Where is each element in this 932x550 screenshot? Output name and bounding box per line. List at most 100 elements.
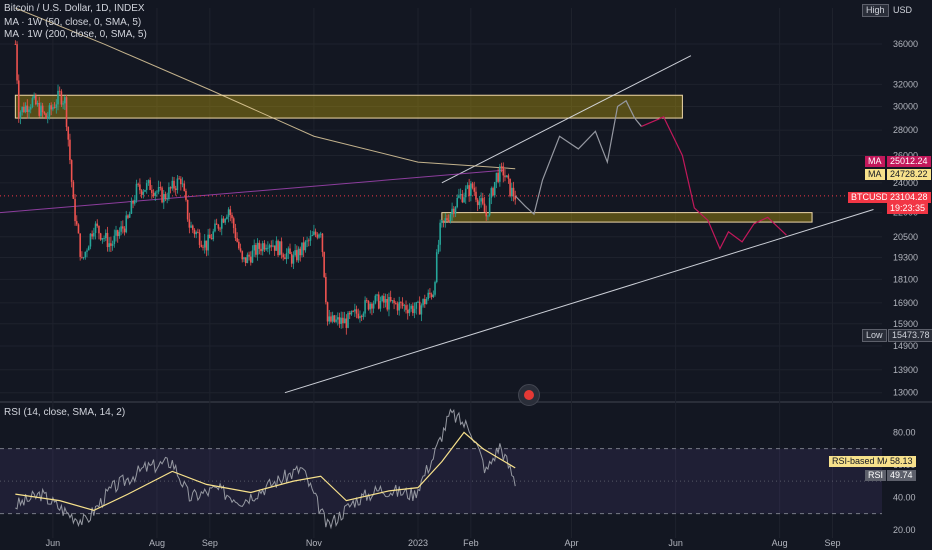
candle-body xyxy=(272,245,274,247)
candle-body xyxy=(289,248,291,255)
candle-body xyxy=(174,188,177,190)
candle-body xyxy=(415,302,418,309)
time-tick-label: Aug xyxy=(149,538,165,548)
candle-body xyxy=(267,247,269,249)
candle-body xyxy=(306,240,308,242)
candle-body xyxy=(135,183,138,201)
candle-body xyxy=(406,309,409,314)
candle-body xyxy=(449,214,452,222)
candle-body xyxy=(475,191,477,200)
candle-body xyxy=(145,183,148,190)
time-tick-label: Aug xyxy=(772,538,788,548)
btc-label-tag: BTCUSD xyxy=(848,192,892,203)
rsi-label-tag: RSI xyxy=(865,470,887,481)
price-tick-label: 13900 xyxy=(893,365,918,375)
candle-body xyxy=(231,214,233,219)
candle-body xyxy=(454,207,457,214)
candle-body xyxy=(106,232,109,248)
candle-body xyxy=(444,218,447,222)
candle-body xyxy=(422,298,424,306)
candle-body xyxy=(367,300,370,310)
candle-body xyxy=(162,193,165,203)
candle-body xyxy=(144,189,146,192)
candle-body xyxy=(217,224,220,229)
ma50-legend[interactable]: MA · 1W (50, close, 0, SMA, 5) xyxy=(4,17,142,28)
candle-body xyxy=(488,197,491,216)
high-tag: High xyxy=(862,4,889,17)
candle-body xyxy=(48,105,51,117)
candle-body xyxy=(418,301,421,315)
tradingview-logo-icon[interactable] xyxy=(518,384,540,406)
candle-body xyxy=(239,248,242,252)
candle-body xyxy=(466,185,469,189)
candle-body xyxy=(188,219,191,228)
candle-body xyxy=(108,243,110,248)
candle-body xyxy=(427,292,430,300)
candle-body xyxy=(215,223,218,225)
candle-body xyxy=(40,105,42,116)
candle-body xyxy=(43,112,46,114)
candle-body xyxy=(195,232,197,235)
btc-price-tag: 23104.28 xyxy=(887,192,931,203)
candle-body xyxy=(57,90,59,105)
candle-body xyxy=(127,215,129,218)
candle-body xyxy=(249,256,252,263)
price-tick-label: 16900 xyxy=(893,298,918,308)
candle-body xyxy=(103,238,105,239)
candle-body xyxy=(236,238,238,242)
candle-body xyxy=(28,109,30,113)
candle-body xyxy=(79,233,81,257)
candle-body xyxy=(429,292,431,295)
candle-body xyxy=(200,244,203,247)
candle-body xyxy=(507,175,510,179)
time-tick-label: 2023 xyxy=(408,538,428,548)
candle-body xyxy=(178,178,180,180)
candle-body xyxy=(403,305,406,307)
candle-body xyxy=(379,301,382,309)
ma200-line xyxy=(0,169,504,214)
candle-body xyxy=(417,301,419,303)
trend-lines xyxy=(0,55,882,394)
moving-average-lines xyxy=(15,7,516,170)
price-tick-label: 20500 xyxy=(893,232,918,242)
candle-body xyxy=(483,203,486,212)
rsi-legend[interactable]: RSI (14, close, SMA, 14, 2) xyxy=(4,407,126,418)
candle-body xyxy=(504,175,506,178)
price-tick-label: 18100 xyxy=(893,274,918,284)
candle-body xyxy=(423,298,426,305)
candle-body xyxy=(452,208,455,214)
trend-line xyxy=(284,209,874,394)
candle-body xyxy=(263,243,266,250)
candle-body xyxy=(408,308,411,314)
candle-body xyxy=(338,317,341,324)
time-tick-label: Jun xyxy=(668,538,683,548)
candle-body xyxy=(495,172,498,182)
candle-body xyxy=(226,216,228,219)
low-tag: Low xyxy=(862,329,887,342)
candle-body xyxy=(430,294,433,298)
rsi-value-tag: 49.74 xyxy=(887,470,916,481)
projection-past-line xyxy=(514,99,642,216)
candle-body xyxy=(335,319,337,322)
projection-future-line xyxy=(641,116,787,251)
time-tick-label: Jun xyxy=(46,538,61,548)
candle-body xyxy=(69,139,71,161)
candle-body xyxy=(364,300,366,314)
price-tick-label: 28000 xyxy=(893,125,918,135)
candle-body xyxy=(99,233,102,240)
candle-body xyxy=(210,238,213,240)
candle-body xyxy=(23,106,25,113)
candle-body xyxy=(359,316,361,319)
candle-body xyxy=(232,218,235,229)
candle-body xyxy=(241,251,244,260)
candle-body xyxy=(159,187,162,188)
symbol-legend[interactable]: Bitcoin / U.S. Dollar, 1D, INDEX xyxy=(4,3,145,14)
candle-body xyxy=(347,312,349,328)
candle-body xyxy=(514,196,517,200)
candle-body xyxy=(203,240,206,248)
candle-body xyxy=(81,256,83,258)
candle-body xyxy=(447,220,450,222)
ma200-legend[interactable]: MA · 1W (200, close, 0, SMA, 5) xyxy=(4,29,147,40)
candle-body xyxy=(350,310,353,315)
